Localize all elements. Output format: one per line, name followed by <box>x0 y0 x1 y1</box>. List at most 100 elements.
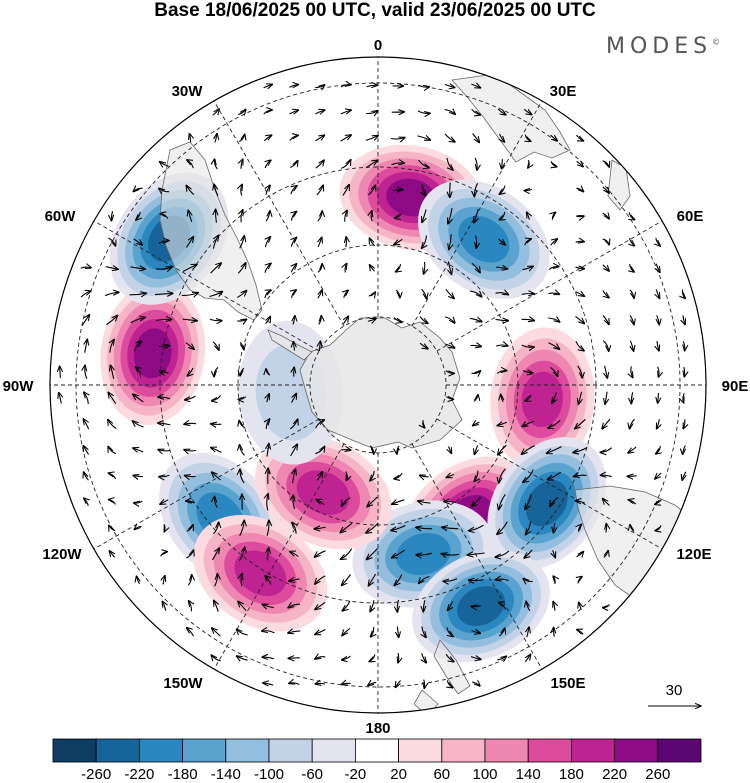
wind-vector <box>108 473 117 480</box>
wind-vector <box>629 314 634 324</box>
wind-vector <box>471 262 480 272</box>
wind-vector <box>289 683 300 685</box>
wind-vector <box>394 574 403 586</box>
colorbar-swatch <box>95 738 140 763</box>
geopotential-anomaly-field <box>100 144 607 663</box>
wind-vector <box>527 212 530 220</box>
wind-vector <box>265 576 272 585</box>
wind-vector <box>548 342 560 349</box>
wind-vector <box>368 573 377 586</box>
wind-vector <box>288 604 301 608</box>
colorbar-label: -20 <box>345 766 367 783</box>
colorbar-swatch <box>311 738 356 763</box>
wind-vector <box>289 419 297 430</box>
wind-vector <box>498 238 506 245</box>
wind-vector <box>603 551 608 558</box>
wind-vector <box>655 525 662 530</box>
wind-vector <box>658 366 659 377</box>
map-boundary <box>49 56 707 714</box>
wind-vector <box>502 159 503 169</box>
colorbar-label: 180 <box>559 766 584 783</box>
wind-vector <box>524 549 533 558</box>
wind-vector <box>318 316 322 325</box>
meridian-210 <box>213 443 345 670</box>
wind-vector <box>603 604 610 607</box>
wind-vector <box>237 291 246 298</box>
wind-vector <box>216 209 217 223</box>
wind-vector <box>266 237 271 248</box>
wind-vector <box>130 267 146 269</box>
wind-vector <box>317 472 323 481</box>
wind-vector <box>656 237 660 246</box>
wind-vector <box>446 157 453 170</box>
meridian-300 <box>93 220 320 352</box>
wind-vector <box>239 341 244 349</box>
wind-vector <box>525 394 531 401</box>
wind-vector <box>215 134 217 143</box>
wind-vector <box>573 447 588 453</box>
colorbar-swatch <box>614 738 659 763</box>
wind-vector <box>263 84 273 87</box>
wind-vector <box>133 341 141 352</box>
wind-vector <box>267 520 269 536</box>
wind-vector <box>186 525 193 532</box>
wind-vector <box>495 579 509 580</box>
vector-reference-label: 30 <box>666 682 683 699</box>
wind-vector <box>237 656 248 660</box>
anomaly-contour <box>458 215 510 263</box>
wind-vector <box>110 365 113 379</box>
wind-vector <box>471 108 481 115</box>
wind-vector <box>83 419 90 430</box>
anomaly-contour <box>521 371 563 428</box>
meridian-120 <box>436 418 663 550</box>
wind-vector <box>129 293 147 295</box>
wind-vector <box>238 396 247 400</box>
colorbar-label: -220 <box>124 766 154 783</box>
wind-vector <box>317 211 322 222</box>
wind-vector <box>397 445 400 454</box>
wind-vector <box>240 367 245 376</box>
wind-vector <box>370 600 374 611</box>
wind-vector <box>605 391 607 405</box>
wind-vector <box>579 602 582 611</box>
wind-vector <box>578 577 582 584</box>
wind-vector <box>365 136 378 141</box>
wind-vector <box>294 342 295 351</box>
wind-vector <box>315 657 326 659</box>
wind-vector <box>160 500 169 504</box>
wind-vector <box>548 318 560 322</box>
meridian-60 <box>436 220 663 352</box>
wind-vector <box>629 289 634 299</box>
colorbar-label: 100 <box>472 766 497 783</box>
wind-vector <box>263 683 274 685</box>
colorbar-label: 260 <box>645 766 670 783</box>
wind-vector <box>184 450 197 451</box>
wind-vector <box>212 628 221 637</box>
wind-vector <box>290 186 297 195</box>
wind-vector <box>655 472 662 479</box>
wind-vector <box>186 185 195 196</box>
wind-vector <box>473 395 478 402</box>
wind-vector <box>468 524 484 531</box>
wind-vector <box>318 290 322 299</box>
wind-vector <box>212 109 219 116</box>
wind-vector <box>344 316 349 325</box>
meridian-240 <box>93 418 320 550</box>
wind-vector <box>369 445 373 454</box>
wind-vector <box>602 186 609 193</box>
wind-vector <box>656 263 660 273</box>
anomaly-center-11 <box>412 549 550 663</box>
wind-vector <box>262 604 274 607</box>
wind-vector <box>341 683 351 684</box>
wind-vector <box>521 319 535 320</box>
wind-vector <box>470 657 481 660</box>
wind-vector <box>548 266 559 270</box>
wind-vector <box>546 446 562 454</box>
wind-vector <box>602 315 609 325</box>
wind-vector <box>422 183 425 196</box>
wind-vector <box>290 161 297 169</box>
wind-vector <box>600 447 613 453</box>
wind-vector <box>367 319 376 322</box>
wind-vector <box>682 471 686 480</box>
wind-vector <box>314 550 326 557</box>
